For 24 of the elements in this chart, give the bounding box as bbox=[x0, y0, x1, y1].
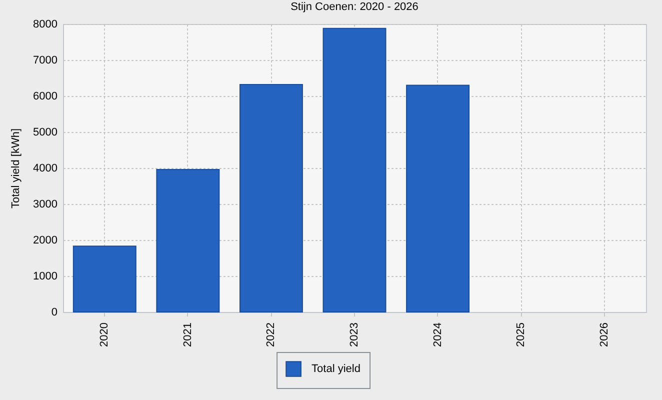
bar bbox=[239, 84, 303, 312]
y-axis-title: Total yield [kWh] bbox=[10, 128, 22, 209]
y-tick-label: 6000 bbox=[33, 90, 58, 102]
y-tick-label: 7000 bbox=[33, 54, 58, 66]
y-tick-label: 8000 bbox=[33, 18, 58, 30]
x-tick-label: 2022 bbox=[265, 322, 278, 347]
y-tick-label: 2000 bbox=[33, 234, 58, 246]
chart-title: Stijn Coenen: 2020 - 2026 bbox=[290, 1, 418, 13]
x-tick-label: 2023 bbox=[348, 322, 360, 347]
y-tick-label: 3000 bbox=[33, 198, 58, 210]
x-tick-label: 2021 bbox=[182, 322, 194, 347]
bar bbox=[322, 28, 386, 312]
y-tick-label: 5000 bbox=[33, 126, 58, 138]
y-tick-label: 0 bbox=[51, 306, 58, 318]
bar bbox=[406, 84, 470, 312]
y-tick-label: 4000 bbox=[33, 162, 58, 174]
x-tick-label: 2026 bbox=[598, 322, 610, 347]
bar bbox=[72, 246, 136, 312]
bar bbox=[156, 168, 220, 312]
x-tick-label: 2024 bbox=[432, 322, 444, 347]
legend-label: Total yield bbox=[312, 363, 360, 375]
x-tick-label: 2025 bbox=[515, 322, 528, 347]
x-tick-label: 2020 bbox=[98, 322, 111, 347]
y-tick-label: 1000 bbox=[33, 270, 58, 282]
